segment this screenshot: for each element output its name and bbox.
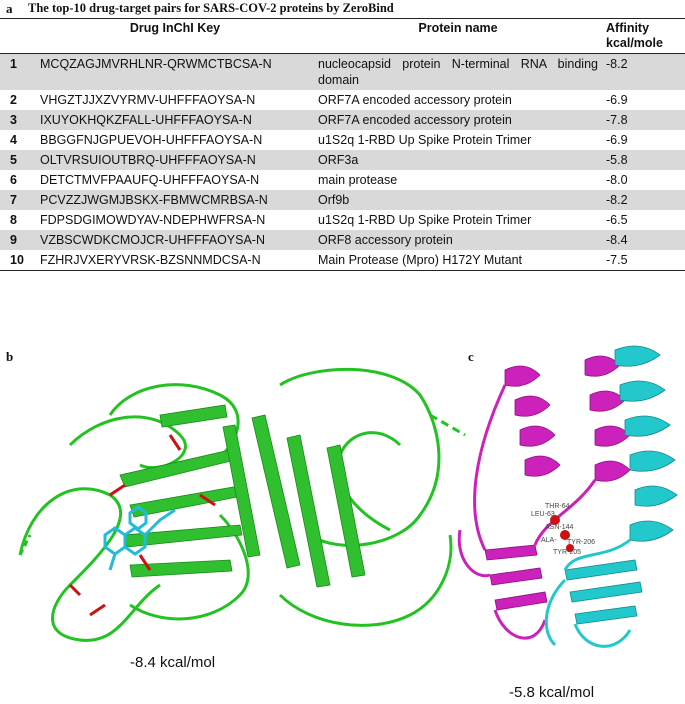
drug-inchi-key: VHGZTJJXZVYRMV-UHFFFAOYSA-N <box>40 93 256 107</box>
protein-name: ORF3a <box>314 150 602 170</box>
residue-label: THR-64 <box>545 503 570 510</box>
drug-target-table: Drug InChI Key Protein name Affinity kca… <box>0 18 685 271</box>
residue-label: ALA- <box>541 537 557 544</box>
residue-label: ASN-144 <box>545 524 574 531</box>
table-row: 6 DETCTMVFPAAUFQ-UHFFFAOYSA-N main proteas… <box>0 170 685 190</box>
row-number: 8 <box>10 213 17 227</box>
table-row: 9 VZBSCWDKCMOJCR-UHFFFAOYSA-N ORF8 accesso… <box>0 230 685 250</box>
header-affinity-line1: Affinity <box>606 21 650 35</box>
header-affinity-line2: kcal/mole <box>606 36 663 50</box>
protein-name: ORF7A encoded accessory protein <box>314 110 602 130</box>
protein-name: u1S2q 1-RBD Up Spike Protein Trimer <box>318 213 532 227</box>
row-number: 9 <box>0 230 36 250</box>
panel-b-label: b <box>6 349 14 364</box>
affinity-value: -8.2 <box>602 190 685 210</box>
affinity-value: -6.5 <box>606 213 628 227</box>
row-number: 10 <box>0 250 36 271</box>
beta-sheet-b <box>119 404 366 588</box>
panel-c-label: c <box>468 349 474 364</box>
panel-b-structure: GLN-9LEU-79PRO-93LYS-94LEU-75VAL-62ASN-6… <box>18 367 466 642</box>
row-number: 1 <box>0 53 36 90</box>
table-row: 3 IXUYOKHQKZFALL-UHFFFAOYSA-N ORF7A encode… <box>0 110 685 130</box>
drug-inchi-key: OLTVRSUIOUTBRQ-UHFFFAOYSA-N <box>36 150 314 170</box>
affinity-value: -8.0 <box>606 173 628 187</box>
protein-name: main protease <box>318 173 398 187</box>
protein-name: Orf9b <box>314 190 602 210</box>
drug-inchi-key: DETCTMVFPAAUFQ-UHFFFAOYSA-N <box>40 173 260 187</box>
affinity-value: -5.8 <box>602 150 685 170</box>
row-number: 3 <box>0 110 36 130</box>
affinity-value: -6.9 <box>606 133 628 147</box>
chain-b-loops <box>544 538 632 648</box>
table-row: 5 OLTVRSUIOUTBRQ-UHFFFAOYSA-N ORF3a -5.8 <box>0 150 685 170</box>
header-num <box>0 18 36 54</box>
header-affinity: Affinity kcal/mole <box>602 18 685 54</box>
residue-label: LEU-63 <box>531 511 555 518</box>
drug-inchi-key: BBGGFNJGPUEVOH-UHFFFAOYSA-N <box>40 133 263 147</box>
affinity-value: -8.2 <box>602 53 685 90</box>
residue-label: TYR-205 <box>553 549 581 556</box>
drug-inchi-key: FZHRJVXERYVRSK-BZSNNMDCSA-N <box>36 250 314 271</box>
row-number: 5 <box>0 150 36 170</box>
drug-inchi-key: MCQZAGJMVRHLNR-QRWMCTBCSA-N <box>36 53 314 90</box>
affinity-value: -7.8 <box>602 110 685 130</box>
protein-name: ORF7A encoded accessory protein <box>318 93 512 107</box>
row-number: 7 <box>0 190 36 210</box>
residue-label: TYR-206 <box>567 539 595 546</box>
header-drug-key: Drug InChI Key <box>36 18 314 54</box>
affinity-value: -8.4 <box>602 230 685 250</box>
drug-inchi-key: VZBSCWDKCMOJCR-UHFFFAOYSA-N <box>36 230 314 250</box>
header-protein: Protein name <box>314 18 602 54</box>
panel-c-energy: -5.8 kcal/mol <box>509 684 595 701</box>
drug-inchi-key: FDPSDGIMOWDYAV-NDEPHWFRSA-N <box>40 213 266 227</box>
protein-name: ORF8 accessory protein <box>314 230 602 250</box>
affinity-value: -7.5 <box>602 250 685 271</box>
protein-name: u1S2q 1-RBD Up Spike Protein Trimer <box>318 133 532 147</box>
chain-a-loops <box>457 384 597 640</box>
chain-a <box>484 355 631 611</box>
table-row: 1 MCQZAGJMVRHLNR-QRWMCTBCSA-N nucleocapsid… <box>0 53 685 90</box>
row-number: 6 <box>10 173 17 187</box>
affinity-value: -6.9 <box>606 93 628 107</box>
drug-inchi-key: IXUYOKHQKZFALL-UHFFFAOYSA-N <box>36 110 314 130</box>
protein-name: nucleocapsid protein N-terminal RNA bind… <box>314 53 602 90</box>
contact-residues-b <box>68 434 216 617</box>
table-row: 8 FDPSDGIMOWDYAV-NDEPHWFRSA-N u1S2q 1-RBD … <box>0 210 685 230</box>
panel-b-energy: -8.4 kcal/mol <box>130 654 216 671</box>
panel-a-label: a <box>6 1 13 16</box>
table-row: 2 VHGZTJJXZVYRMV-UHFFFAOYSA-N ORF7A encode… <box>0 90 685 110</box>
chain-b <box>564 345 678 625</box>
row-number: 4 <box>10 133 17 147</box>
contact-residues-c <box>550 515 574 552</box>
table-row: 10 FZHRJVXERYVRSK-BZSNNMDCSA-N Main Protea… <box>0 250 685 271</box>
protein-name: Main Protease (Mpro) H172Y Mutant <box>314 250 602 271</box>
table-header-row: Drug InChI Key Protein name Affinity kca… <box>0 18 685 54</box>
table-row: 4 BBGGFNJGPUEVOH-UHFFFAOYSA-N u1S2q 1-RBD … <box>0 130 685 150</box>
table-row: 7 PCVZZJWGMJBSKX-FBMWCMRBSA-N Orf9b -8.2 <box>0 190 685 210</box>
row-number: 2 <box>10 93 17 107</box>
ligand-b <box>103 505 176 571</box>
drug-inchi-key: PCVZZJWGMJBSKX-FBMWCMRBSA-N <box>36 190 314 210</box>
table-caption: The top-10 drug-target pairs for SARS-CO… <box>28 1 394 15</box>
